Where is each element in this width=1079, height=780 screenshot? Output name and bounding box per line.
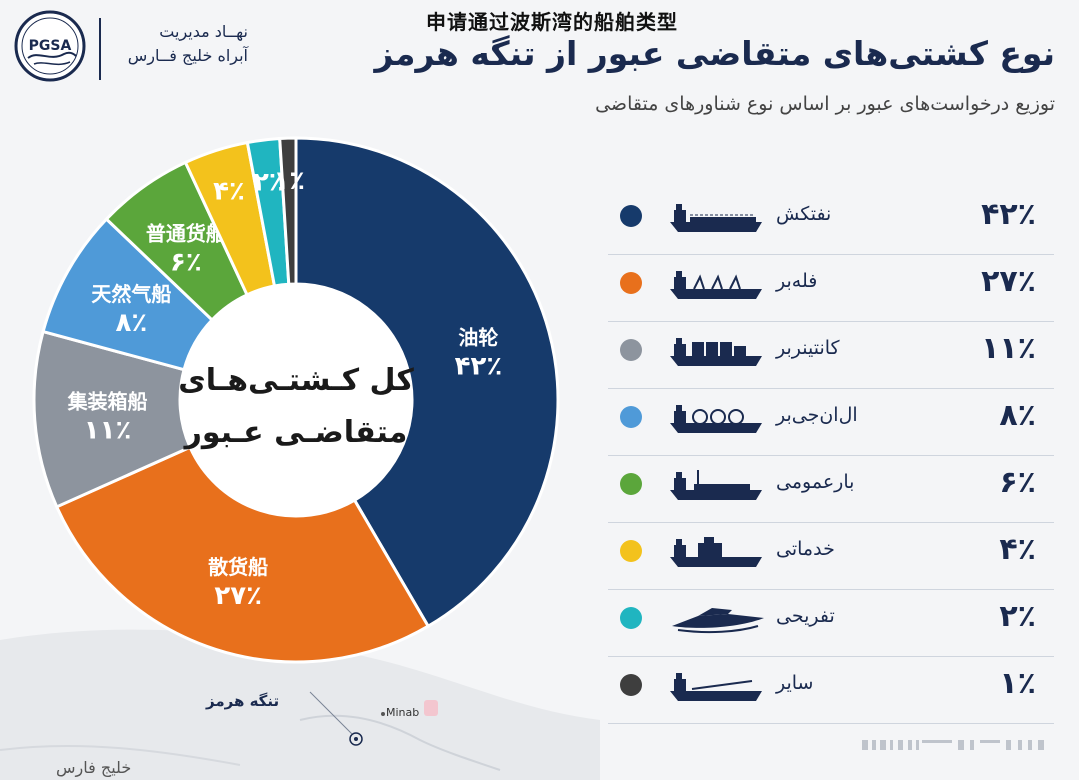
- center-label-line-2: متقاضـی عـبور: [183, 415, 408, 450]
- legend-label: بارعمومی: [776, 471, 855, 493]
- legend-row: تفریحی ۲٪: [608, 590, 1054, 657]
- legend-label: ال‌ان‌جی‌بر: [776, 404, 858, 426]
- org-name-line-2: آبراه خلیج فــارس: [127, 46, 248, 65]
- legend-row: سایر ۱٪: [608, 657, 1054, 724]
- header-divider: [99, 18, 101, 80]
- svg-text:PGSA: PGSA: [29, 38, 72, 54]
- legend-label: فله‌بر: [776, 270, 818, 292]
- legend-row: بارعمومی ۶٪: [608, 456, 1054, 523]
- organization-name: نهــاد مدیریت آبراه خلیج فــارس: [108, 20, 248, 68]
- location-pin-icon: [424, 700, 438, 716]
- yacht-icon: [672, 608, 764, 634]
- legend-color-dot: [620, 272, 642, 294]
- service-vessel-icon: [670, 537, 762, 567]
- gulf-label: خلیج فارس: [56, 758, 132, 777]
- legend-label: سایر: [776, 672, 814, 694]
- slice-percent-6: ۴٪: [213, 177, 245, 207]
- legend-label: کانتینربر: [776, 337, 840, 359]
- lng-carrier-icon: [670, 405, 762, 433]
- legend-percent: ۱۱٪: [981, 331, 1036, 366]
- slice-percent-2: ۲۷٪: [214, 581, 262, 611]
- legend-color-dot: [620, 540, 642, 562]
- watermark-icon: [862, 740, 1044, 750]
- legend-percent: ۸٪: [999, 398, 1036, 433]
- slice-percent-4: ۸٪: [115, 308, 147, 338]
- legend-percent: ۲۷٪: [981, 264, 1036, 299]
- legend-label: خدماتی: [776, 538, 835, 560]
- legend-percent: ۴٪: [999, 532, 1036, 567]
- city-marker-icon: [381, 712, 385, 716]
- legend-color-dot: [620, 473, 642, 495]
- container-ship-icon: [670, 338, 762, 366]
- legend-row: ال‌ان‌جی‌بر ۸٪: [608, 389, 1054, 456]
- slice-percent-5: ۶٪: [170, 247, 202, 277]
- page-title: نوع کشتی‌های متقاضی عبور از تنگه هرمز: [374, 34, 1055, 73]
- legend-label: تفریحی: [776, 605, 835, 627]
- slice-name-5: 普通货船: [146, 221, 226, 245]
- center-label-line-1: کل کـشتـی‌هـای: [178, 363, 414, 398]
- legend-color-dot: [620, 339, 642, 361]
- legend-percent: ۴۲٪: [981, 197, 1036, 232]
- other-ship-icon: [670, 673, 762, 701]
- slice-percent-1: ۴۲٪: [455, 352, 503, 382]
- city-label: Minab: [386, 706, 420, 719]
- org-name-line-1: نهــاد مدیریت: [159, 22, 248, 41]
- donut-center: [180, 284, 412, 516]
- slice-percent-3: ۱۱٪: [84, 416, 132, 446]
- bulk-carrier-icon: [670, 271, 762, 299]
- legend-row: کانتینربر ۱۱٪: [608, 322, 1054, 389]
- legend-color-dot: [620, 406, 642, 428]
- legend-row: فله‌بر ۲۷٪: [608, 255, 1054, 322]
- legend-row: خدماتی ۴٪: [608, 523, 1054, 590]
- legend-row: نفتکش ۴۲٪: [608, 188, 1054, 255]
- slice-percent-8: ۱٪: [273, 166, 305, 196]
- slice-name-1: 油轮: [458, 326, 498, 350]
- legend-label: نفتکش: [776, 203, 832, 225]
- slice-name-4: 天然气船: [91, 282, 171, 306]
- legend-percent: ۱٪: [999, 666, 1036, 701]
- strait-marker-icon: [349, 732, 363, 746]
- slice-name-3: 集装箱船: [67, 390, 148, 414]
- general-cargo-ship-icon: [670, 470, 762, 500]
- legend-color-dot: [620, 607, 642, 629]
- slice-name-2: 散货船: [208, 555, 268, 579]
- tanker-ship-icon: [670, 204, 762, 232]
- chinese-title: 申请通过波斯湾的船舶类型: [426, 10, 678, 34]
- pgsa-logo: PGSA: [14, 10, 86, 82]
- legend: نفتکش ۴۲٪ فله‌بر ۲۷٪ کانتینربر ۱۱٪ ال‌ان‌جی‌بر…: [608, 188, 1054, 724]
- legend-color-dot: [620, 205, 642, 227]
- legend-color-dot: [620, 674, 642, 696]
- slice-percent-7: ۲٪: [253, 168, 285, 198]
- map-background: [0, 629, 600, 780]
- page-subtitle: توزیع درخواست‌های عبور بر اساس نوع شناور…: [595, 93, 1055, 115]
- legend-percent: ۲٪: [999, 599, 1036, 634]
- legend-percent: ۶٪: [999, 465, 1036, 500]
- strait-label: تنگه هرمز: [206, 692, 280, 710]
